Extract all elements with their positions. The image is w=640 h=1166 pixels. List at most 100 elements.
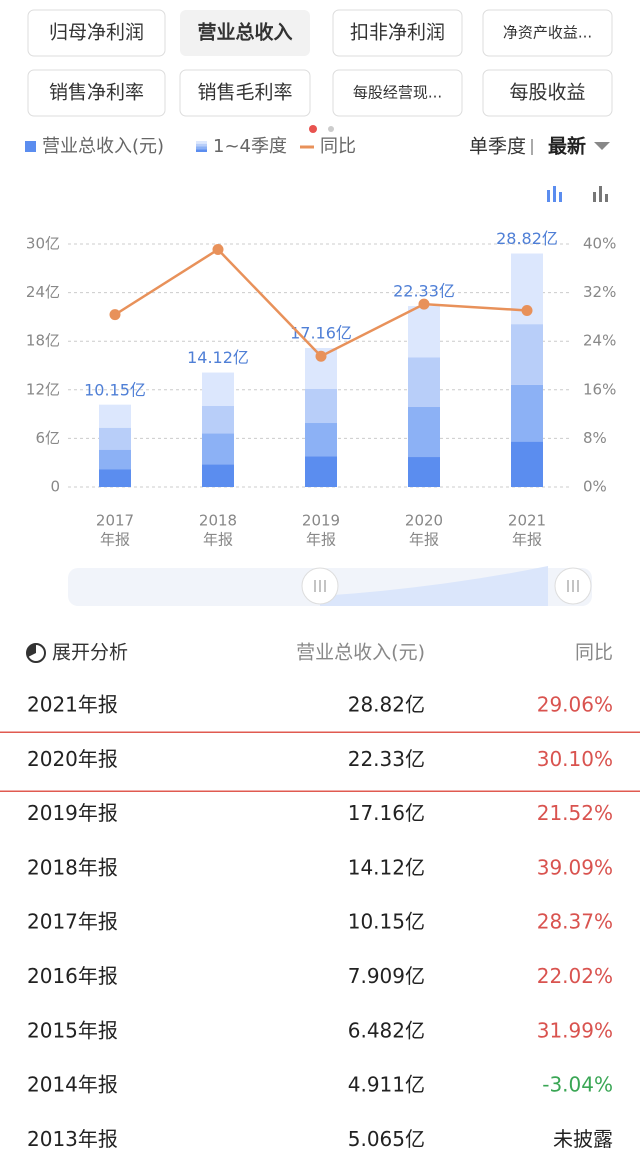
x-tick-label: 年报 xyxy=(100,531,130,549)
y2-tick-label: 16% xyxy=(583,380,616,398)
tab-button[interactable] xyxy=(332,69,463,117)
x-tick-label: 年报 xyxy=(409,531,439,549)
legend-swatch xyxy=(196,141,207,144)
tab-label[interactable]: 净资产收益... xyxy=(503,24,592,42)
tab-label[interactable]: 归母净利润 xyxy=(49,22,144,44)
yoy-point xyxy=(109,309,121,321)
row-period: 2020年报 xyxy=(27,747,118,771)
table-header: 营业总收入(元) xyxy=(296,642,425,664)
legend-label: 1~4季度 xyxy=(213,136,287,157)
y2-tick-label: 32% xyxy=(583,283,616,301)
period-toggle[interactable]: 单季度 xyxy=(469,136,526,158)
y-tick-label: 24亿 xyxy=(26,283,60,301)
row-period: 2017年报 xyxy=(27,910,118,934)
page-dot xyxy=(328,126,334,132)
legend-label: 同比 xyxy=(320,136,356,157)
bar-segment xyxy=(305,423,337,457)
bar-segment xyxy=(202,464,234,487)
table-header: 同比 xyxy=(575,642,613,664)
icon xyxy=(605,194,608,202)
row-period: 2015年报 xyxy=(27,1018,118,1042)
data-label: 28.82亿 xyxy=(496,229,558,248)
tab-label[interactable]: 销售净利率 xyxy=(49,82,144,104)
y-tick-label: 18亿 xyxy=(26,332,60,350)
row-revenue: 10.15亿 xyxy=(348,910,425,934)
tab-button[interactable] xyxy=(27,9,166,57)
bar-segment xyxy=(408,406,440,458)
x-tick-label: 年报 xyxy=(512,531,542,549)
bar-segment xyxy=(202,406,234,434)
bar-segment xyxy=(305,388,337,424)
row-revenue: 4.911亿 xyxy=(348,1073,425,1097)
legend-label: 营业总收入(元) xyxy=(42,136,164,157)
tab-button[interactable] xyxy=(482,69,613,117)
y2-tick-label: 40% xyxy=(583,235,616,253)
row-change: 未披露 xyxy=(553,1127,613,1151)
icon xyxy=(559,192,562,202)
x-tick-label: 2018 xyxy=(199,512,237,530)
row-period: 2018年报 xyxy=(27,855,118,879)
x-tick-label: 2019 xyxy=(302,512,340,530)
row-change: 28.37% xyxy=(537,910,613,934)
range-slider[interactable] xyxy=(68,566,592,606)
tab-button[interactable] xyxy=(179,69,311,117)
expand-icon[interactable] xyxy=(26,643,46,663)
row-change: 29.06% xyxy=(537,693,613,717)
yoy-point xyxy=(521,304,533,316)
chart-icons[interactable] xyxy=(547,186,608,202)
row-revenue: 6.482亿 xyxy=(348,1018,425,1042)
row-change: 31.99% xyxy=(537,1018,613,1042)
handle-grip xyxy=(314,580,326,592)
bar-segment xyxy=(305,456,337,487)
bar-segment xyxy=(408,457,440,487)
icon xyxy=(553,186,556,202)
x-tick-label: 2020 xyxy=(405,512,443,530)
y2-tick-label: 8% xyxy=(583,429,607,447)
dropdown-arrow[interactable] xyxy=(594,142,610,150)
icon xyxy=(547,190,550,202)
row-change: 22.02% xyxy=(537,964,613,988)
bar-segment xyxy=(99,469,131,487)
row-change: 30.10% xyxy=(537,747,613,771)
data-label: 22.33亿 xyxy=(393,282,455,301)
bar-segment xyxy=(99,427,131,450)
data-label: 14.12亿 xyxy=(187,348,249,367)
icon xyxy=(593,192,596,202)
yoy-point xyxy=(418,298,430,310)
bar-segment xyxy=(202,433,234,465)
page-dot xyxy=(309,125,317,133)
bar-segment xyxy=(511,384,543,442)
x-tick-label: 2021 xyxy=(508,512,546,530)
tab-label[interactable]: 每股收益 xyxy=(509,82,585,104)
tab-label[interactable]: 每股经营现... xyxy=(353,84,442,102)
tab-button[interactable] xyxy=(27,69,166,117)
handle-grip xyxy=(567,580,579,592)
data-label: 17.16亿 xyxy=(290,324,352,343)
tab-button[interactable] xyxy=(332,9,463,57)
bar-segment xyxy=(408,357,440,407)
tab-button[interactable] xyxy=(482,9,613,57)
row-period: 2013年报 xyxy=(27,1127,118,1151)
row-change: 39.09% xyxy=(537,855,613,879)
y-tick-label: 12亿 xyxy=(26,380,60,398)
row-revenue: 28.82亿 xyxy=(348,693,425,717)
y-tick-label: 30亿 xyxy=(26,235,60,253)
icon xyxy=(599,186,602,202)
tab-button[interactable] xyxy=(180,10,310,56)
legend-swatch xyxy=(196,143,207,147)
row-revenue: 14.12亿 xyxy=(348,855,425,879)
sort-label[interactable]: 最新 xyxy=(548,135,586,158)
row-change: 21.52% xyxy=(537,801,613,825)
bar-segment xyxy=(202,372,234,406)
tab-label[interactable]: 销售毛利率 xyxy=(197,82,292,104)
tab-label[interactable]: 扣非净利润 xyxy=(350,22,445,44)
row-revenue: 22.33亿 xyxy=(348,747,425,771)
legend-swatch xyxy=(25,141,36,152)
legend-swatch xyxy=(196,146,207,150)
y-tick-label: 0 xyxy=(50,478,60,496)
x-tick-label: 年报 xyxy=(306,531,336,549)
row-period: 2019年报 xyxy=(27,801,118,825)
tab-label[interactable]: 营业总收入 xyxy=(197,21,292,44)
bar-segment xyxy=(511,441,543,487)
